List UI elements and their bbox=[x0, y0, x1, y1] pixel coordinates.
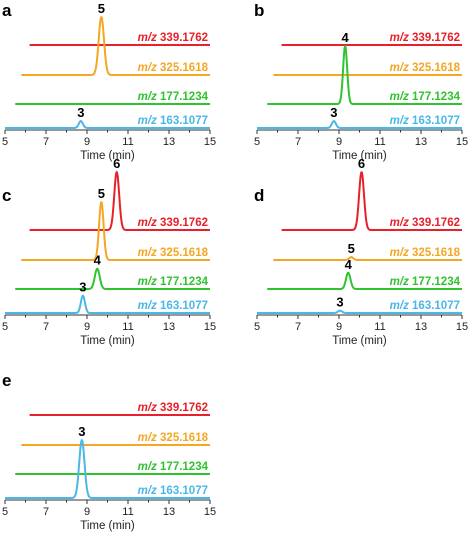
trace-label: m/z 177.1234 bbox=[390, 91, 461, 103]
trace-m-z-163-1077 bbox=[4, 294, 211, 314]
x-axis-title: Time (min) bbox=[80, 335, 135, 347]
trace-label: m/z 163.1077 bbox=[138, 300, 208, 312]
x-tick-label: 7 bbox=[295, 321, 301, 333]
x-tick-label: 9 bbox=[336, 321, 342, 333]
trace-m-z-163-1077 bbox=[256, 309, 463, 314]
trace-m-z-325-1618 bbox=[20, 16, 211, 76]
trace-label: m/z 163.1077 bbox=[390, 300, 460, 312]
x-axis-title: Time (min) bbox=[332, 335, 387, 347]
x-tick-label: 13 bbox=[415, 136, 427, 148]
x-tick-label: 11 bbox=[122, 321, 133, 333]
trace-label: m/z 325.1618 bbox=[138, 432, 209, 444]
panel-letter: b bbox=[254, 1, 264, 20]
panel-letter: d bbox=[254, 186, 264, 205]
x-tick-label: 13 bbox=[415, 321, 427, 333]
x-axis-title: Time (min) bbox=[80, 150, 135, 162]
peak-label: 5 bbox=[98, 186, 105, 201]
trace-label: m/z 339.1762 bbox=[138, 32, 208, 44]
panel-letter: e bbox=[2, 371, 11, 390]
panel-e: e m/z 339.1762 m/z 325.1618 m/z 177.1234 m/z… bbox=[2, 371, 216, 532]
panel-a: a m/z 339.1762 m/z 325.1618 5 m/z 177.1234 m/… bbox=[2, 1, 216, 162]
trace-m-z-163-1077 bbox=[4, 120, 211, 129]
trace-label: m/z 325.1618 bbox=[390, 62, 461, 74]
trace-label: m/z 339.1762 bbox=[138, 402, 208, 414]
peak-label: 4 bbox=[342, 30, 350, 45]
trace-m-z-177-1234 bbox=[266, 271, 463, 290]
trace-label: m/z 325.1618 bbox=[138, 62, 209, 74]
x-tick-label: 5 bbox=[2, 321, 8, 333]
trace-m-z-163-1077 bbox=[256, 120, 463, 129]
x-tick-label: 15 bbox=[204, 506, 216, 518]
peak-label: 3 bbox=[77, 105, 84, 120]
panel-b: b m/z 339.1762 m/z 325.1618 m/z 177.1234 4 m/… bbox=[254, 1, 468, 162]
x-tick-label: 13 bbox=[163, 506, 175, 518]
trace-label: m/z 163.1077 bbox=[138, 115, 208, 127]
trace-label: m/z 325.1618 bbox=[390, 247, 461, 259]
x-tick-label: 9 bbox=[336, 136, 342, 148]
x-tick-label: 7 bbox=[43, 136, 49, 148]
x-tick-label: 5 bbox=[254, 321, 260, 333]
x-tick-label: 15 bbox=[456, 136, 468, 148]
x-tick-label: 11 bbox=[122, 506, 133, 518]
peak-label: 5 bbox=[98, 1, 105, 16]
panel-letter: c bbox=[2, 186, 11, 205]
x-tick-label: 15 bbox=[456, 321, 468, 333]
x-tick-label: 13 bbox=[163, 136, 175, 148]
x-tick-label: 13 bbox=[163, 321, 175, 333]
trace-m-z-325-1618 bbox=[20, 201, 211, 261]
x-tick-label: 15 bbox=[204, 136, 216, 148]
panel-letter: a bbox=[2, 1, 12, 20]
x-tick-label: 15 bbox=[204, 321, 216, 333]
x-tick-label: 11 bbox=[122, 136, 133, 148]
peak-label: 3 bbox=[78, 424, 85, 439]
trace-label: m/z 177.1234 bbox=[138, 91, 209, 103]
peak-label: 4 bbox=[345, 257, 353, 272]
trace-label: m/z 339.1762 bbox=[390, 217, 460, 229]
peak-label: 6 bbox=[113, 156, 120, 171]
trace-label: m/z 163.1077 bbox=[138, 485, 208, 497]
x-tick-label: 9 bbox=[84, 136, 90, 148]
trace-m-z-325-1618 bbox=[272, 256, 463, 261]
trace-label: m/z 177.1234 bbox=[138, 276, 209, 288]
panel-c: c m/z 339.1762 6 m/z 325.1618 5 m/z 177.1234 4… bbox=[2, 156, 216, 347]
trace-m-z-177-1234 bbox=[14, 267, 211, 290]
trace-m-z-163-1077 bbox=[4, 439, 211, 499]
x-axis-title: Time (min) bbox=[80, 520, 135, 532]
x-tick-label: 5 bbox=[254, 136, 260, 148]
x-tick-label: 11 bbox=[374, 136, 385, 148]
peak-label: 4 bbox=[94, 253, 102, 268]
trace-m-z-339-1762 bbox=[281, 171, 463, 231]
panel-d: d m/z 339.1762 6 m/z 325.1618 5 m/z 177.1234 4… bbox=[254, 156, 468, 347]
trace-m-z-177-1234 bbox=[266, 45, 463, 105]
peak-label: 3 bbox=[336, 295, 343, 310]
peak-label: 5 bbox=[348, 241, 355, 256]
trace-label: m/z 339.1762 bbox=[390, 32, 460, 44]
x-tick-label: 7 bbox=[43, 321, 49, 333]
x-tick-label: 9 bbox=[84, 321, 90, 333]
trace-label: m/z 163.1077 bbox=[390, 115, 460, 127]
trace-label: m/z 325.1618 bbox=[138, 247, 209, 259]
peak-label: 3 bbox=[330, 105, 337, 120]
trace-label: m/z 177.1234 bbox=[138, 461, 209, 473]
x-tick-label: 11 bbox=[374, 321, 385, 333]
trace-m-z-339-1762 bbox=[29, 171, 211, 231]
x-tick-label: 9 bbox=[84, 506, 90, 518]
x-axis-title: Time (min) bbox=[332, 150, 387, 162]
x-tick-label: 5 bbox=[2, 506, 8, 518]
peak-label: 6 bbox=[358, 156, 365, 171]
peak-label: 3 bbox=[79, 280, 86, 295]
trace-label: m/z 177.1234 bbox=[390, 276, 461, 288]
x-tick-label: 5 bbox=[2, 136, 8, 148]
trace-label: m/z 339.1762 bbox=[138, 217, 208, 229]
x-tick-label: 7 bbox=[295, 136, 301, 148]
x-tick-label: 7 bbox=[43, 506, 49, 518]
